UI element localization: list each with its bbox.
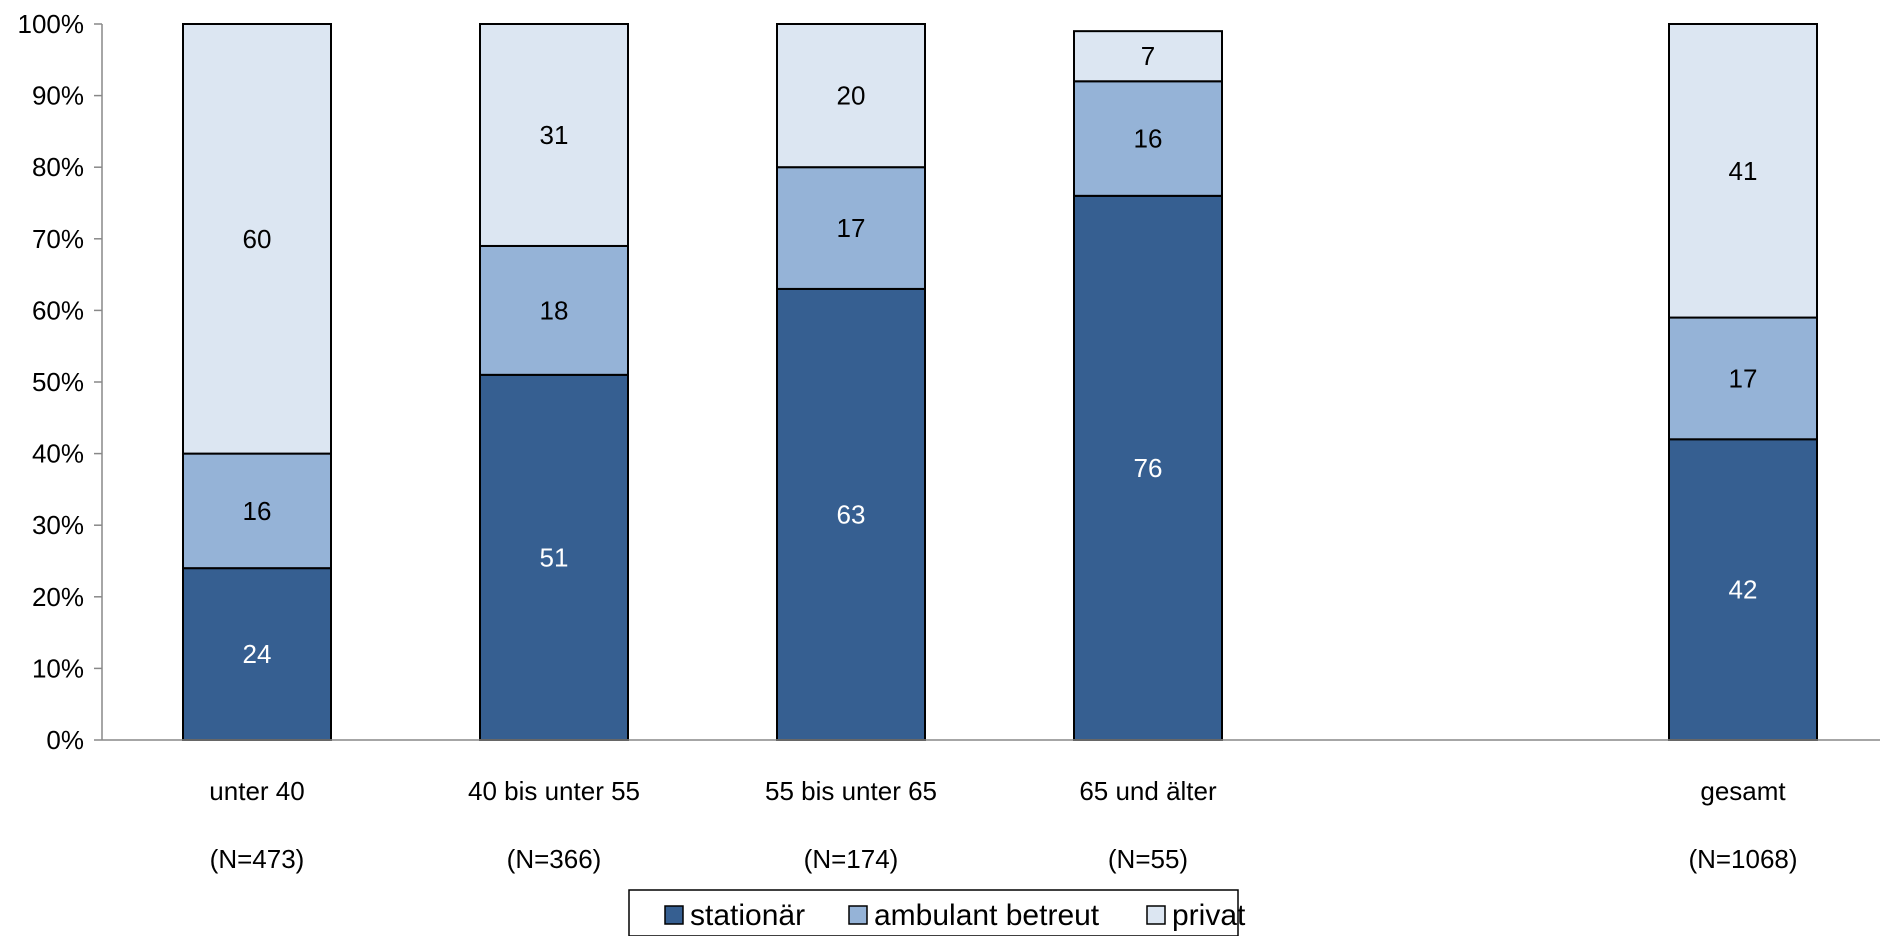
- y-tick-label: 70%: [32, 224, 84, 254]
- data-label: 76: [1134, 453, 1163, 483]
- x-axis: unter 40 (N=473) 40 bis unter 55 (N=366) 55 …: [102, 739, 1880, 874]
- legend-label: ambulant betreut: [874, 899, 1100, 932]
- category-label: 55 bis unter 65: [765, 776, 937, 806]
- data-label: 51: [540, 542, 569, 572]
- data-label: 24: [243, 639, 272, 669]
- data-label: 18: [540, 295, 569, 325]
- bar-segment: [182, 567, 332, 741]
- legend-swatch: [664, 905, 684, 925]
- category-n-label: (N=174): [804, 844, 899, 874]
- category-n-label: (N=473): [210, 844, 305, 874]
- data-label: 7: [1141, 41, 1155, 71]
- legend-swatch: [848, 905, 868, 925]
- bar-segment: [1073, 194, 1223, 741]
- y-tick-label: 100%: [18, 9, 85, 39]
- data-label: 20: [837, 81, 866, 111]
- data-label: 16: [1134, 124, 1163, 154]
- category-n-label: (N=366): [507, 844, 602, 874]
- bars: 24 16 60 51 18 31 63 17 20 76 16 7 42 17 41: [182, 23, 1818, 741]
- y-axis: 0% 10% 20% 30% 40% 50% 60% 70% 80% 90% 100%: [18, 9, 103, 755]
- bar-segment: [776, 23, 926, 169]
- category-n-label: (N=55): [1108, 844, 1188, 874]
- y-tick-label: 30%: [32, 510, 84, 540]
- y-tick-label: 90%: [32, 81, 84, 111]
- y-tick-label: 20%: [32, 582, 84, 612]
- bar-segment: [479, 244, 629, 376]
- legend-label: stationär: [690, 899, 805, 932]
- y-tick-label: 10%: [32, 653, 84, 683]
- y-tick-label: 80%: [32, 152, 84, 182]
- data-label: 17: [1729, 363, 1758, 393]
- legend-swatch: [1146, 905, 1166, 925]
- data-label: 60: [243, 224, 272, 254]
- y-tick-label: 40%: [32, 439, 84, 469]
- legend: stationär ambulant betreut privat: [628, 889, 1246, 936]
- data-label: 17: [837, 213, 866, 243]
- bar-stack: 24 16 60: [182, 23, 332, 741]
- data-label: 63: [837, 499, 866, 529]
- data-label: 16: [243, 496, 272, 526]
- bar-stack: 63 17 20: [776, 23, 926, 741]
- bar-segment: [182, 23, 332, 455]
- category-label: gesamt: [1700, 776, 1786, 806]
- bar-segment: [776, 166, 926, 290]
- legend-label: privat: [1172, 899, 1246, 932]
- data-label: 41: [1729, 156, 1758, 186]
- y-tick-label: 50%: [32, 367, 84, 397]
- bar-segment: [479, 23, 629, 247]
- bar-segment: [1668, 23, 1818, 319]
- bar-segment: [1073, 80, 1223, 197]
- data-label: 31: [540, 120, 569, 150]
- bar-segment: [1073, 30, 1223, 83]
- y-tick-label: 60%: [32, 295, 84, 325]
- category-label: 40 bis unter 55: [468, 776, 640, 806]
- y-tick-label: 0%: [46, 725, 84, 755]
- category-label: unter 40: [209, 776, 304, 806]
- bar-stack: 76 16 7: [1073, 30, 1223, 741]
- bar-segment: [776, 287, 926, 741]
- category-n-label: (N=1068): [1688, 844, 1797, 874]
- category-label: 65 und älter: [1079, 776, 1217, 806]
- bar-stack: 42 17 41: [1668, 23, 1818, 741]
- bar-stack: 51 18 31: [479, 23, 629, 741]
- data-label: 42: [1729, 575, 1758, 605]
- legend-box: [628, 889, 1239, 936]
- bar-segment: [1668, 316, 1818, 441]
